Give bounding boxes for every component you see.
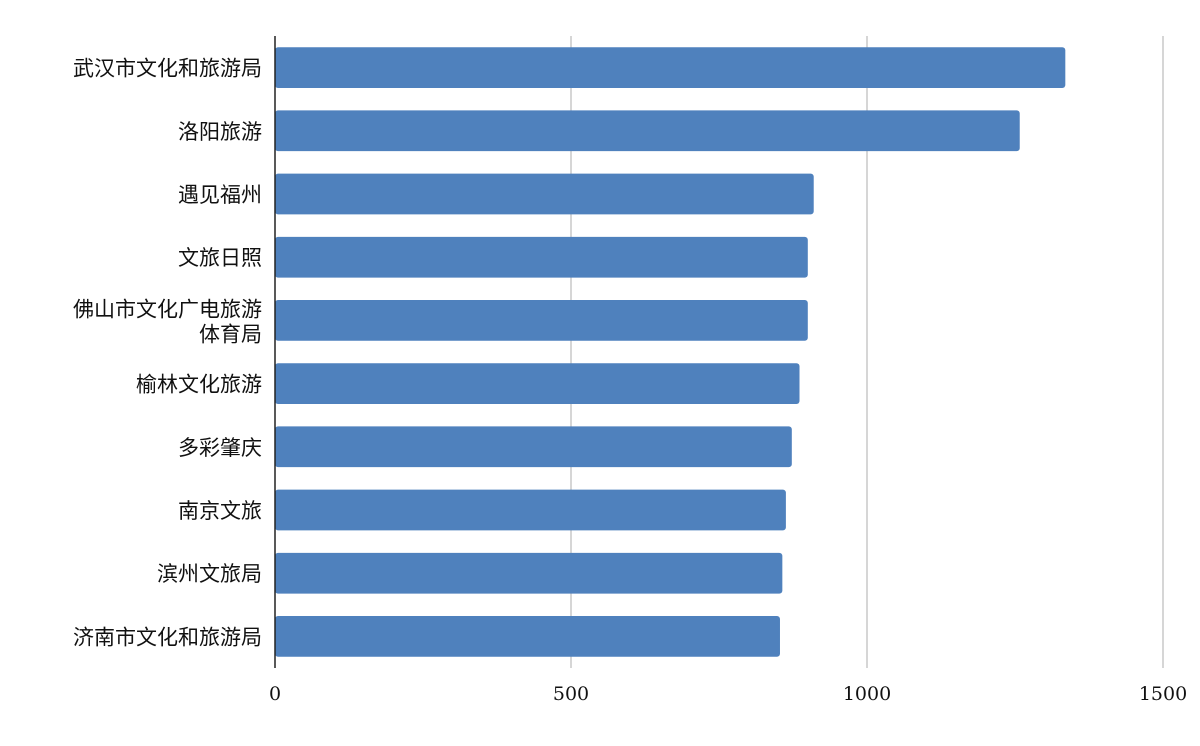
x-tick-label: 500 bbox=[553, 683, 589, 705]
x-tick-labels: 0 500 1000 1500 bbox=[269, 683, 1187, 705]
x-tick-label: 0 bbox=[269, 683, 281, 705]
bar-2 bbox=[275, 110, 1020, 152]
bar-5 bbox=[275, 300, 808, 341]
bar-4 bbox=[275, 236, 808, 278]
category-label: 洛阳旅游 bbox=[178, 120, 262, 144]
bar-7 bbox=[275, 426, 792, 468]
x-tick-label: 1000 bbox=[843, 683, 891, 705]
x-tick-label: 1500 bbox=[1139, 683, 1187, 705]
category-labels: 武汉市文化和旅游局洛阳旅游遇见福州文旅日照佛山市文化广电旅游体育局榆林文化旅游多… bbox=[73, 57, 262, 650]
category-label: 济南市文化和旅游局 bbox=[73, 625, 262, 649]
bars bbox=[275, 47, 1066, 657]
category-label: 遇见福州 bbox=[178, 183, 262, 207]
bar-6 bbox=[275, 363, 800, 404]
bar-10 bbox=[275, 616, 780, 657]
bar-9 bbox=[275, 552, 783, 594]
bar-8 bbox=[275, 489, 786, 531]
category-label: 武汉市文化和旅游局 bbox=[73, 57, 262, 81]
category-label: 榆林文化旅游 bbox=[136, 373, 262, 397]
bar-1 bbox=[275, 47, 1066, 88]
category-label: 佛山市文化广电旅游体育局 bbox=[73, 297, 262, 346]
bar-3 bbox=[275, 173, 814, 215]
category-label: 文旅日照 bbox=[178, 246, 262, 270]
category-label: 南京文旅 bbox=[178, 499, 262, 523]
category-label: 多彩肇庆 bbox=[178, 436, 262, 460]
category-label: 滨州文旅局 bbox=[157, 562, 262, 586]
